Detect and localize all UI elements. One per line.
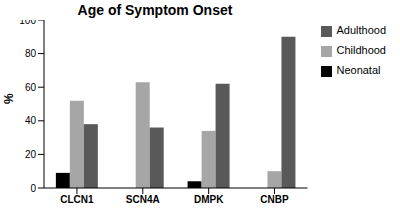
svg-text:CNBP: CNBP [260,194,289,205]
svg-text:SCN4A: SCN4A [126,194,160,205]
svg-text:CLCN1: CLCN1 [60,194,94,205]
html-text:Age of Symptom Onset: Age of Symptom Onset [77,2,233,18]
svg-text:0: 0 [30,183,36,194]
svg-text:80: 80 [25,48,37,59]
svg-text:%: % [8,93,16,104]
svg-text:40: 40 [25,115,37,126]
svg-text:60: 60 [25,82,37,93]
svg-text:20: 20 [25,149,37,160]
html-text:Childhood: Childhood [336,44,386,56]
html-text:Neonatal: Neonatal [336,64,381,76]
html-text:Adulthood: Adulthood [336,24,386,36]
svg-text:100: 100 [19,20,36,26]
svg-text:DMPK: DMPK [194,194,224,205]
